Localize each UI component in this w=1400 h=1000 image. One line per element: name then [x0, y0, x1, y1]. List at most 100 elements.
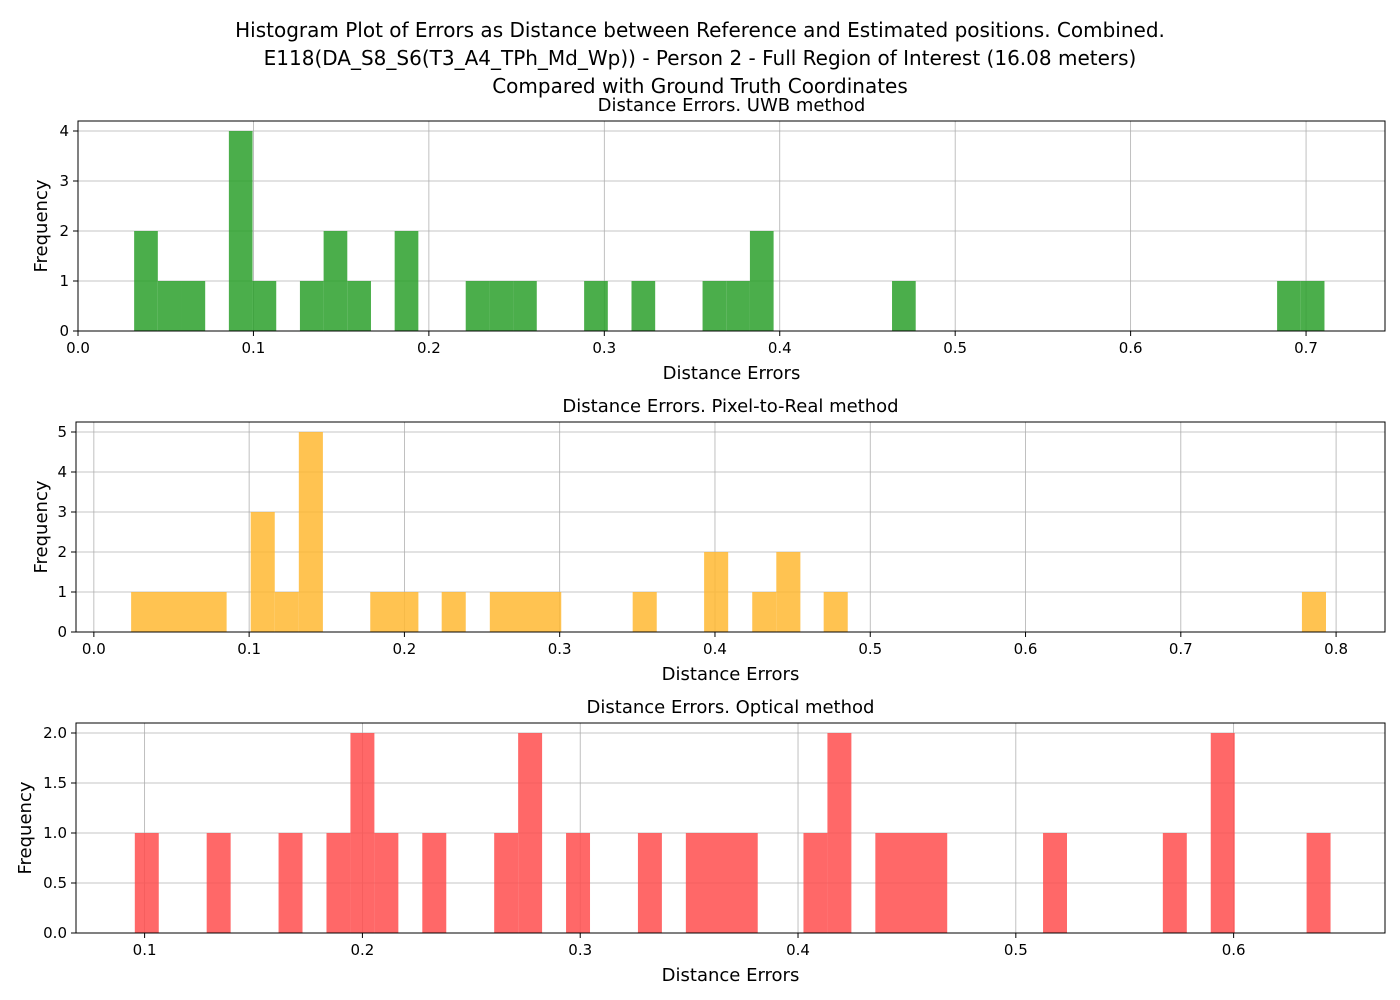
uwb-histogram: 0.0 0.1 0.2 0.3 0.4 0.5 0.6 0.7 0 1 2 3 4 Distance Er… [31, 95, 1386, 384]
histogram-bar [752, 592, 777, 632]
x-tick-label: 0.1 [237, 640, 261, 658]
y-tick-label: 4 [59, 122, 69, 140]
y-tick-label: 2 [57, 543, 67, 561]
histogram-bar [370, 592, 419, 632]
x-tick-label: 0.8 [1324, 640, 1348, 658]
histogram-bar [228, 131, 253, 331]
subplot-title: Distance Errors. Pixel-to-Real method [562, 396, 898, 417]
histogram-bar [374, 833, 399, 933]
histogram-bar [278, 833, 303, 933]
x-tick-label: 0.0 [66, 339, 90, 357]
histogram-bar [350, 733, 375, 933]
x-tick-label: 0.3 [592, 339, 616, 357]
axes-frame [75, 421, 1386, 633]
histogram-bar [566, 833, 591, 933]
histogram-bar [631, 281, 656, 331]
histogram-bar [134, 231, 158, 331]
x-tick-label: 0.4 [768, 339, 792, 357]
y-tick-label: 0.0 [43, 924, 67, 942]
histogram-bar [1306, 833, 1331, 933]
y-tick-label: 0 [57, 623, 67, 641]
histogram-bar [1043, 833, 1068, 933]
x-axis-label: Distance Errors [662, 965, 800, 986]
y-tick-label: 2.0 [43, 724, 67, 742]
histogram-bar [422, 833, 447, 933]
histogram-bar [206, 833, 231, 933]
x-tick-label: 0.2 [350, 941, 374, 959]
y-tick-label: 1.5 [43, 774, 67, 792]
histogram-bar [892, 281, 916, 331]
histogram-bar [347, 281, 371, 331]
histogram-bar [134, 833, 159, 933]
y-axis-label: Frequency [31, 480, 52, 573]
x-tick-label: 0.2 [392, 640, 416, 658]
histogram-bar [823, 592, 848, 632]
axes-frame [75, 722, 1386, 934]
x-tick-label: 0.5 [858, 640, 882, 658]
x-tick-label: 0.4 [786, 941, 810, 959]
x-tick-label: 0.4 [703, 640, 727, 658]
histogram-bar [749, 231, 774, 331]
subplot-title: Distance Errors. UWB method [598, 95, 866, 116]
histogram-bar [1210, 733, 1235, 933]
y-tick-label: 1.0 [43, 824, 67, 842]
x-axis-label: Distance Errors [662, 664, 800, 685]
axes-frame [77, 120, 1386, 332]
histogram-bar [299, 281, 324, 331]
histogram-bar [704, 552, 729, 632]
x-tick-label: 0.1 [242, 339, 266, 357]
x-tick-label: 0.3 [568, 941, 592, 959]
histogram-bar [827, 733, 852, 933]
histogram-bar [513, 281, 537, 331]
histogram-bar [131, 592, 227, 632]
histogram-bar [518, 733, 543, 933]
histogram-bar [632, 592, 657, 632]
histogram-bar [1301, 592, 1326, 632]
histogram-bar [803, 833, 828, 933]
histogram-bar [465, 281, 490, 331]
histogram-bar [685, 833, 758, 933]
x-tick-label: 0.6 [1119, 339, 1143, 357]
x-tick-label: 0.1 [133, 941, 157, 959]
histogram-bar [726, 281, 750, 331]
subplot-title: Distance Errors. Optical method [587, 697, 875, 718]
x-tick-label: 0.5 [943, 339, 967, 357]
histogram-bar [157, 281, 182, 331]
histogram-bar [489, 281, 514, 331]
y-tick-label: 1 [59, 272, 69, 290]
x-tick-label: 0.6 [1014, 640, 1038, 658]
histogram-bar [326, 833, 351, 933]
optical-histogram: 0.1 0.2 0.3 0.4 0.5 0.6 0.0 0.5 1.0 1.5 2.0 Distanc… [15, 697, 1386, 986]
y-tick-label: 0 [59, 322, 69, 340]
histogram-bar [298, 432, 323, 632]
pixel-to-real-histogram: 0.0 0.1 0.2 0.3 0.4 0.5 0.6 0.7 0.8 0 1 2 3 4 5 Distanc… [31, 396, 1386, 685]
histogram-bar [274, 592, 299, 632]
y-tick-label: 4 [57, 463, 67, 481]
histogram-bar [1162, 833, 1187, 933]
x-axis-label: Distance Errors [663, 363, 801, 384]
y-axis-label: Frequency [15, 781, 36, 874]
y-tick-label: 3 [57, 503, 67, 521]
x-tick-label: 0.7 [1294, 339, 1318, 357]
histogram-bar [441, 592, 466, 632]
histogram-bar [250, 512, 275, 632]
y-axis-label: Frequency [31, 179, 52, 272]
histogram-bar [394, 231, 419, 331]
histogram-bar [875, 833, 948, 933]
histogram-bar [1300, 281, 1325, 331]
figure-title: Histogram Plot of Errors as Distance bet… [0, 16, 1400, 100]
y-tick-label: 1 [57, 583, 67, 601]
x-tick-label: 0.0 [82, 640, 106, 658]
figure-title-line-2: E118(DA_S8_S6(T3_A4_TPh_Md_Wp)) - Person… [263, 46, 1137, 70]
y-tick-label: 3 [59, 172, 69, 190]
x-tick-label: 0.3 [548, 640, 572, 658]
histogram-bar [702, 281, 727, 331]
histogram-bar [323, 231, 348, 331]
histogram-bar [181, 281, 206, 331]
histogram-bar [584, 281, 608, 331]
histogram-bar [1277, 281, 1301, 331]
x-tick-label: 0.6 [1222, 941, 1246, 959]
x-tick-label: 0.5 [1004, 941, 1028, 959]
x-tick-label: 0.7 [1169, 640, 1193, 658]
